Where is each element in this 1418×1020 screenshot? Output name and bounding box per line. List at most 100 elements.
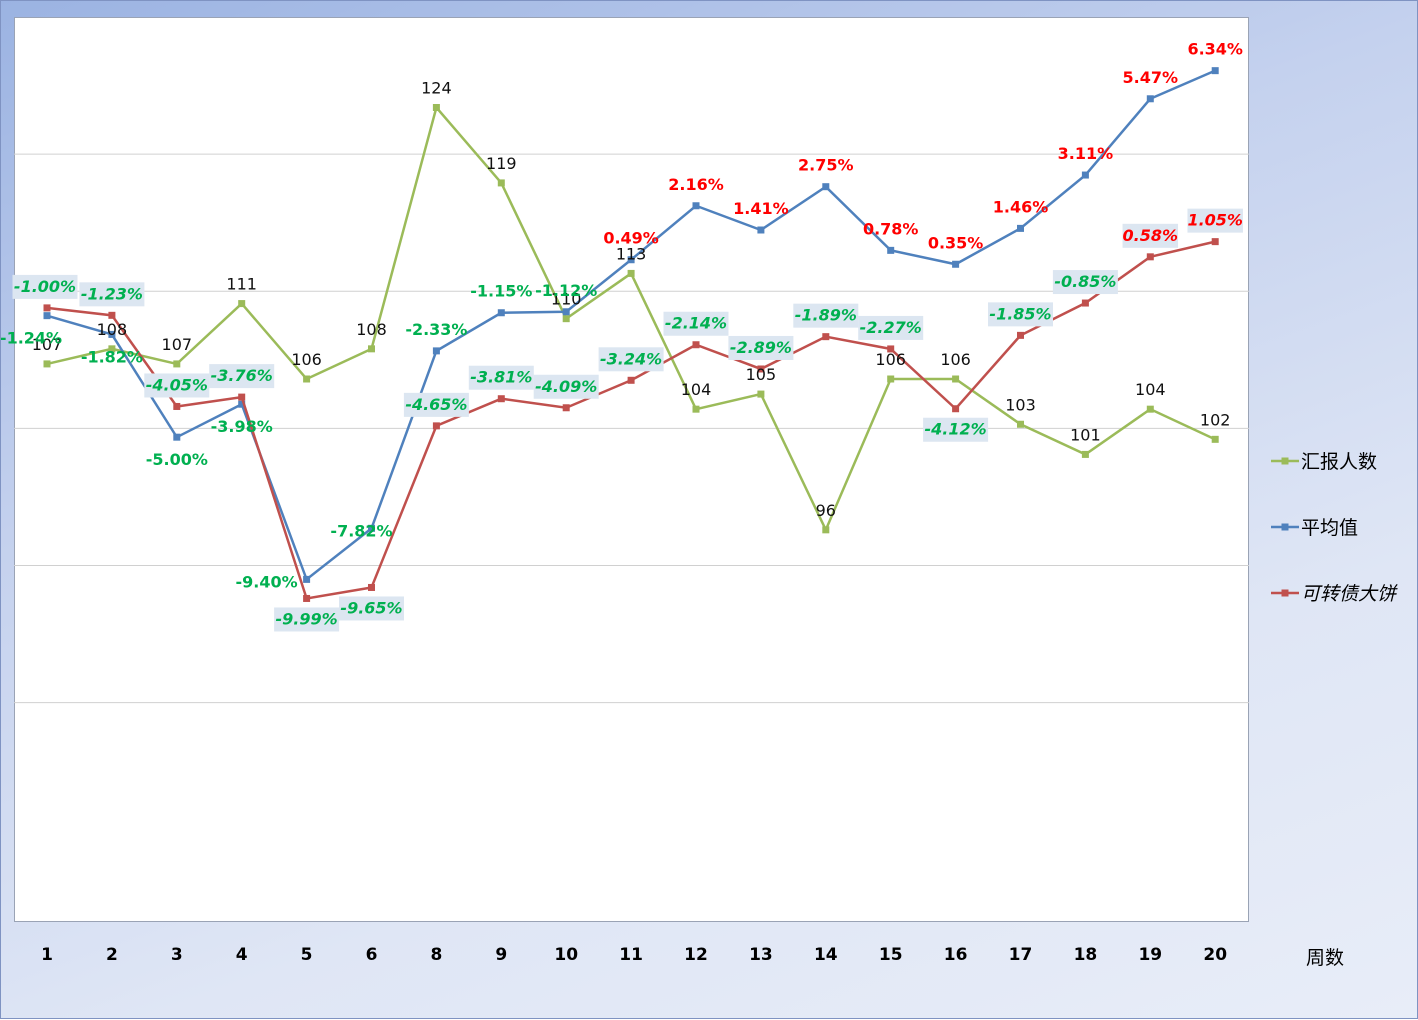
data-point-average (887, 246, 895, 254)
data-label-cb: -4.65% (405, 395, 467, 414)
data-point-count (692, 405, 700, 413)
data-label-cb: -1.89% (795, 306, 857, 325)
data-label-cb: -4.09% (535, 377, 597, 396)
legend-marker-average (1281, 523, 1289, 531)
data-point-average (952, 260, 960, 268)
data-label-average: 6.34% (1187, 40, 1243, 59)
x-axis: 1 2 3 4 5 6 8 9 10 11 12 13 14 15 16 17 18 19 20 (41, 945, 1227, 965)
data-point-count (303, 375, 311, 383)
data-point-count (173, 360, 181, 368)
x-tick-label: 2 (106, 945, 118, 965)
data-label-count: 103 (1005, 395, 1036, 414)
data-label-box (793, 303, 859, 328)
data-point-cb (1017, 331, 1024, 339)
data-point-average (1081, 171, 1089, 179)
x-tick-label: 13 (749, 945, 773, 965)
data-label-average: 0.35% (928, 233, 984, 252)
data-point-average (692, 202, 700, 210)
data-point-cb (1211, 238, 1219, 246)
data-label-box (1187, 208, 1243, 233)
data-point-count (238, 300, 246, 308)
x-tick-label: 5 (301, 945, 313, 965)
data-label-box (144, 373, 210, 398)
data-label-cb: -1.23% (81, 284, 143, 303)
data-label-cb: -2.27% (860, 318, 922, 337)
data-label-count: 104 (681, 380, 712, 399)
data-label-count: 107 (32, 335, 63, 354)
data-label-count: 110 (551, 290, 582, 309)
x-tick-label: 9 (495, 945, 507, 965)
data-label-cb: -3.24% (600, 349, 662, 368)
data-point-average (627, 256, 635, 264)
data-label-count: 106 (875, 350, 906, 369)
data-point-cb (303, 594, 311, 602)
x-tick-label: 3 (171, 945, 183, 965)
x-tick-label: 4 (236, 945, 248, 965)
data-label-cb: 0.58% (1123, 226, 1179, 245)
data-label-average: -3.98% (211, 417, 273, 436)
data-label-count: 124 (421, 79, 452, 98)
data-label-box (339, 596, 404, 621)
data-label-count: 101 (1070, 425, 1101, 444)
data-label-box (858, 315, 924, 340)
gridlines (14, 153, 1249, 704)
x-tick-label: 19 (1138, 945, 1162, 965)
data-point-average (497, 309, 505, 317)
data-label-average: -5.00% (146, 450, 208, 469)
data-point-average (1146, 95, 1154, 103)
data-point-average (108, 330, 116, 338)
data-label-box (209, 364, 275, 389)
x-axis-title: 周数 (1306, 947, 1344, 969)
plot-area (14, 17, 1249, 922)
data-label-box (79, 282, 145, 307)
data-point-average (368, 524, 375, 532)
data-label-cb: -2.14% (665, 314, 727, 333)
legend-label-count[interactable]: 汇报人数 (1301, 451, 1377, 473)
data-label-box (533, 374, 599, 399)
data-label-average: 0.78% (863, 219, 919, 238)
x-tick-label: 1 (41, 945, 53, 965)
data-label-average: -1.12% (535, 281, 597, 300)
data-label-average: 0.49% (603, 229, 659, 248)
x-tick-label: 15 (879, 945, 903, 965)
data-point-count (822, 526, 830, 534)
data-label-average: -7.82% (330, 521, 392, 540)
legend-label-cb[interactable]: 可转债大饼 (1301, 583, 1398, 605)
data-point-count (1211, 435, 1219, 443)
data-point-cb (627, 376, 635, 384)
data-label-count: 106 (291, 350, 322, 369)
data-label-box (1122, 223, 1179, 248)
data-point-cb (822, 333, 830, 341)
data-label-count: 113 (616, 244, 647, 263)
x-tick-label: 10 (554, 945, 578, 965)
data-label-box (468, 365, 534, 390)
data-point-cb (497, 395, 505, 403)
data-label-average: -2.33% (405, 320, 467, 339)
data-point-count (108, 345, 116, 353)
data-point-count (43, 360, 51, 368)
data-label-cb: -9.65% (340, 598, 402, 617)
data-label-cb: -2.89% (730, 338, 792, 357)
data-label-box (12, 274, 78, 299)
data-label-count: 105 (746, 365, 777, 384)
data-point-count (887, 375, 895, 383)
data-point-count (952, 375, 960, 383)
data-point-average (303, 575, 311, 583)
legend-label-average[interactable]: 平均值 (1301, 517, 1358, 539)
data-point-cb (692, 341, 700, 349)
data-label-box (403, 392, 469, 417)
data-label-average: 5.47% (1123, 68, 1179, 87)
x-tick-label: 14 (814, 945, 838, 965)
data-point-cb (108, 311, 116, 319)
data-point-average (822, 183, 830, 191)
data-point-count (1146, 405, 1154, 413)
data-label-average: 3.11% (1058, 144, 1114, 163)
data-label-average: -9.40% (236, 572, 298, 591)
data-point-count (1017, 420, 1024, 428)
data-point-cb (887, 345, 895, 353)
data-point-count (627, 269, 635, 277)
data-point-average (43, 312, 51, 320)
